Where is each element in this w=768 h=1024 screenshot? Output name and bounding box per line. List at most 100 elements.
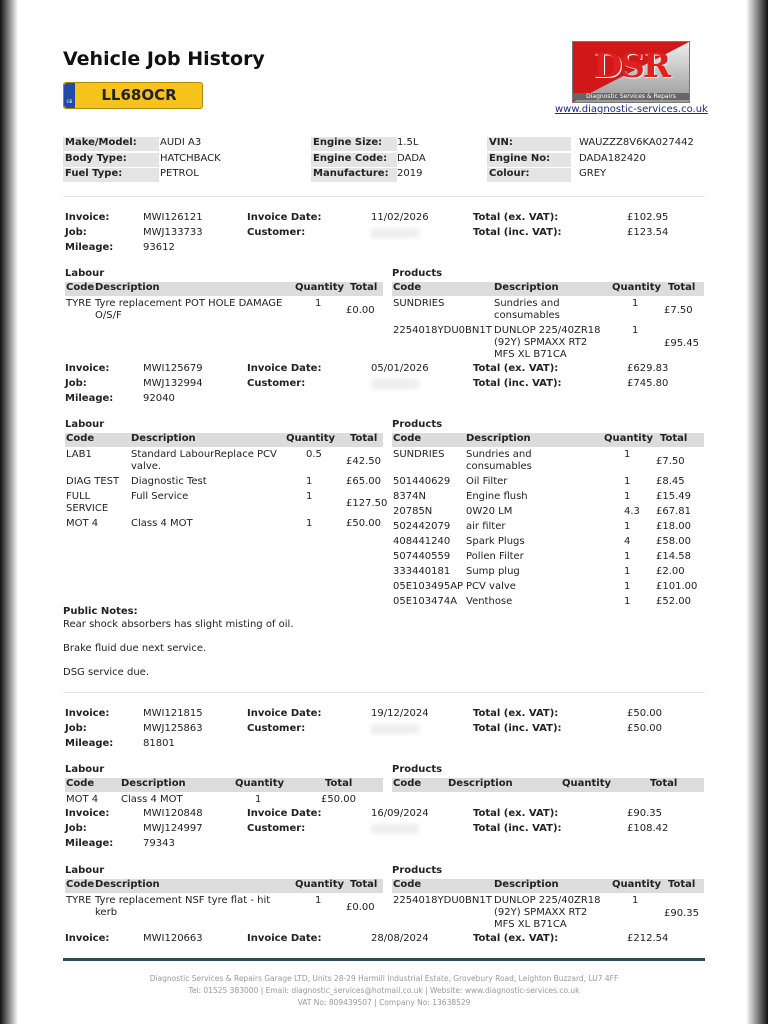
products-col-quantity: Quantity bbox=[562, 778, 611, 789]
mileage: 79343 bbox=[143, 838, 175, 849]
public-note: Brake fluid due next service. bbox=[63, 643, 207, 654]
products-row-total: £7.50 bbox=[664, 305, 693, 316]
products-row-quantity: 1 bbox=[632, 298, 639, 309]
total-ex-vat: £50.00 bbox=[627, 708, 662, 719]
labour-row-code: LAB1 bbox=[66, 449, 92, 460]
labour-heading: Labour bbox=[65, 268, 105, 279]
labour-row-description: Full Service bbox=[131, 491, 189, 502]
products-row-quantity: 1 bbox=[624, 551, 631, 562]
labour-table-header bbox=[65, 282, 383, 296]
vehicle-field-label: Engine No: bbox=[487, 152, 571, 167]
products-row-description: Spark Plugs bbox=[466, 536, 525, 547]
total-inc-vat: £108.42 bbox=[627, 823, 669, 834]
invoice-date-label: Invoice Date: bbox=[247, 808, 322, 819]
labour-col-total: Total bbox=[350, 879, 378, 890]
mileage: 92040 bbox=[143, 393, 175, 404]
products-row-total: £14.58 bbox=[656, 551, 691, 562]
products-col-quantity: Quantity bbox=[612, 282, 661, 293]
products-row-code: 8374N bbox=[393, 491, 426, 502]
products-col-quantity: Quantity bbox=[612, 879, 661, 890]
vehicle-field-label: Manufacture: bbox=[311, 168, 397, 182]
page-edge bbox=[0, 0, 18, 1024]
labour-col-quantity: Quantity bbox=[295, 282, 344, 293]
labour-row-code: TYRE bbox=[66, 895, 92, 906]
total-inc-vat: £123.54 bbox=[627, 227, 669, 238]
labour-row-total: £50.00 bbox=[346, 518, 381, 529]
invoice-number: MWI120663 bbox=[143, 933, 203, 944]
divider bbox=[63, 196, 705, 197]
products-row-description: Venthose bbox=[466, 596, 513, 607]
invoice-label: Invoice: bbox=[65, 808, 110, 819]
invoice-date: 28/08/2024 bbox=[371, 933, 429, 944]
products-row-description: Sundries and consumables bbox=[466, 449, 532, 472]
job-label: Job: bbox=[65, 378, 87, 389]
job-label: Job: bbox=[65, 823, 87, 834]
labour-col-total: Total bbox=[325, 778, 353, 789]
products-row-total: £2.00 bbox=[656, 566, 685, 577]
footer-registration: VAT No: 809439507 | Company No: 13638529 bbox=[297, 998, 471, 1007]
products-row-description: DUNLOP 225/40ZR18 (92Y) SPMAXX RT2 MFS X… bbox=[494, 325, 601, 360]
total-inc-vat: £50.00 bbox=[627, 723, 662, 734]
products-col-code: Code bbox=[393, 879, 422, 890]
customer-redacted bbox=[371, 724, 419, 734]
mileage-label: Mileage: bbox=[65, 838, 114, 849]
vehicle-field-value: DADA182420 bbox=[579, 152, 646, 164]
products-col-total: Total bbox=[668, 282, 696, 293]
labour-row-description: Class 4 MOT bbox=[121, 794, 183, 805]
labour-row-quantity: 1 bbox=[306, 518, 313, 529]
labour-col-description: Description bbox=[95, 879, 160, 890]
products-row-code: 2254018YDU0BN1T bbox=[393, 895, 492, 906]
customer-redacted bbox=[371, 379, 419, 389]
website-link[interactable]: www.diagnostic-services.co.uk bbox=[555, 104, 708, 115]
job-number: MWJ133733 bbox=[143, 227, 203, 238]
products-heading: Products bbox=[392, 865, 443, 876]
products-row-total: £67.81 bbox=[656, 506, 691, 517]
logo-text: DSR bbox=[592, 46, 671, 86]
labour-row-code: MOT 4 bbox=[66, 518, 99, 529]
products-row-description: Pollen Filter bbox=[466, 551, 524, 562]
invoice-label: Invoice: bbox=[65, 708, 110, 719]
products-row-description: Engine flush bbox=[466, 491, 528, 502]
labour-row-description: Standard LabourReplace PCV valve. bbox=[131, 449, 277, 472]
total-inc-vat-label: Total (inc. VAT): bbox=[473, 378, 562, 389]
products-row-code: 2254018YDU0BN1T bbox=[393, 325, 492, 336]
logo-subtitle: Diagnostic Services & Repairs bbox=[573, 93, 689, 100]
labour-row-code: DIAG TEST bbox=[66, 476, 120, 487]
labour-row-total: £0.00 bbox=[346, 902, 375, 913]
labour-row-total: £65.00 bbox=[346, 476, 381, 487]
labour-col-quantity: Quantity bbox=[286, 433, 335, 444]
labour-col-description: Description bbox=[95, 282, 160, 293]
footer-address: Diagnostic Services & Repairs Garage LTD… bbox=[149, 974, 619, 983]
products-row-code: 501440629 bbox=[393, 476, 451, 487]
invoice-number: MWI121815 bbox=[143, 708, 203, 719]
labour-row-code: MOT 4 bbox=[66, 794, 99, 805]
job-number: MWJ124997 bbox=[143, 823, 203, 834]
footer-divider bbox=[63, 958, 705, 961]
products-row-total: £58.00 bbox=[656, 536, 691, 547]
invoice-date: 05/01/2026 bbox=[371, 363, 429, 374]
vehicle-field-value: GREY bbox=[579, 168, 607, 179]
products-col-description: Description bbox=[448, 778, 513, 789]
labour-heading: Labour bbox=[65, 865, 105, 876]
products-row-code: 05E103474A bbox=[393, 596, 458, 607]
job-label: Job: bbox=[65, 227, 87, 238]
invoice-label: Invoice: bbox=[65, 363, 110, 374]
labour-col-code: Code bbox=[66, 778, 95, 789]
labour-row-description: Tyre replacement NSF tyre flat - hit ker… bbox=[95, 895, 271, 918]
invoice-number: MWI126121 bbox=[143, 212, 203, 223]
labour-col-code: Code bbox=[66, 879, 95, 890]
total-inc-vat-label: Total (inc. VAT): bbox=[473, 227, 562, 238]
products-row-total: £52.00 bbox=[656, 596, 691, 607]
plate-country-badge: GB bbox=[64, 83, 75, 108]
products-col-description: Description bbox=[494, 282, 559, 293]
labour-row-total: £42.50 bbox=[346, 456, 381, 467]
labour-heading: Labour bbox=[65, 419, 105, 430]
total-inc-vat-label: Total (inc. VAT): bbox=[473, 823, 562, 834]
products-row-code: SUNDRIES bbox=[393, 449, 445, 460]
products-col-total: Total bbox=[650, 778, 678, 789]
products-row-quantity: 1 bbox=[624, 521, 631, 532]
vehicle-field-label: Colour: bbox=[487, 168, 571, 182]
labour-col-description: Description bbox=[131, 433, 196, 444]
invoice-label: Invoice: bbox=[65, 212, 110, 223]
labour-table-header bbox=[65, 778, 383, 792]
